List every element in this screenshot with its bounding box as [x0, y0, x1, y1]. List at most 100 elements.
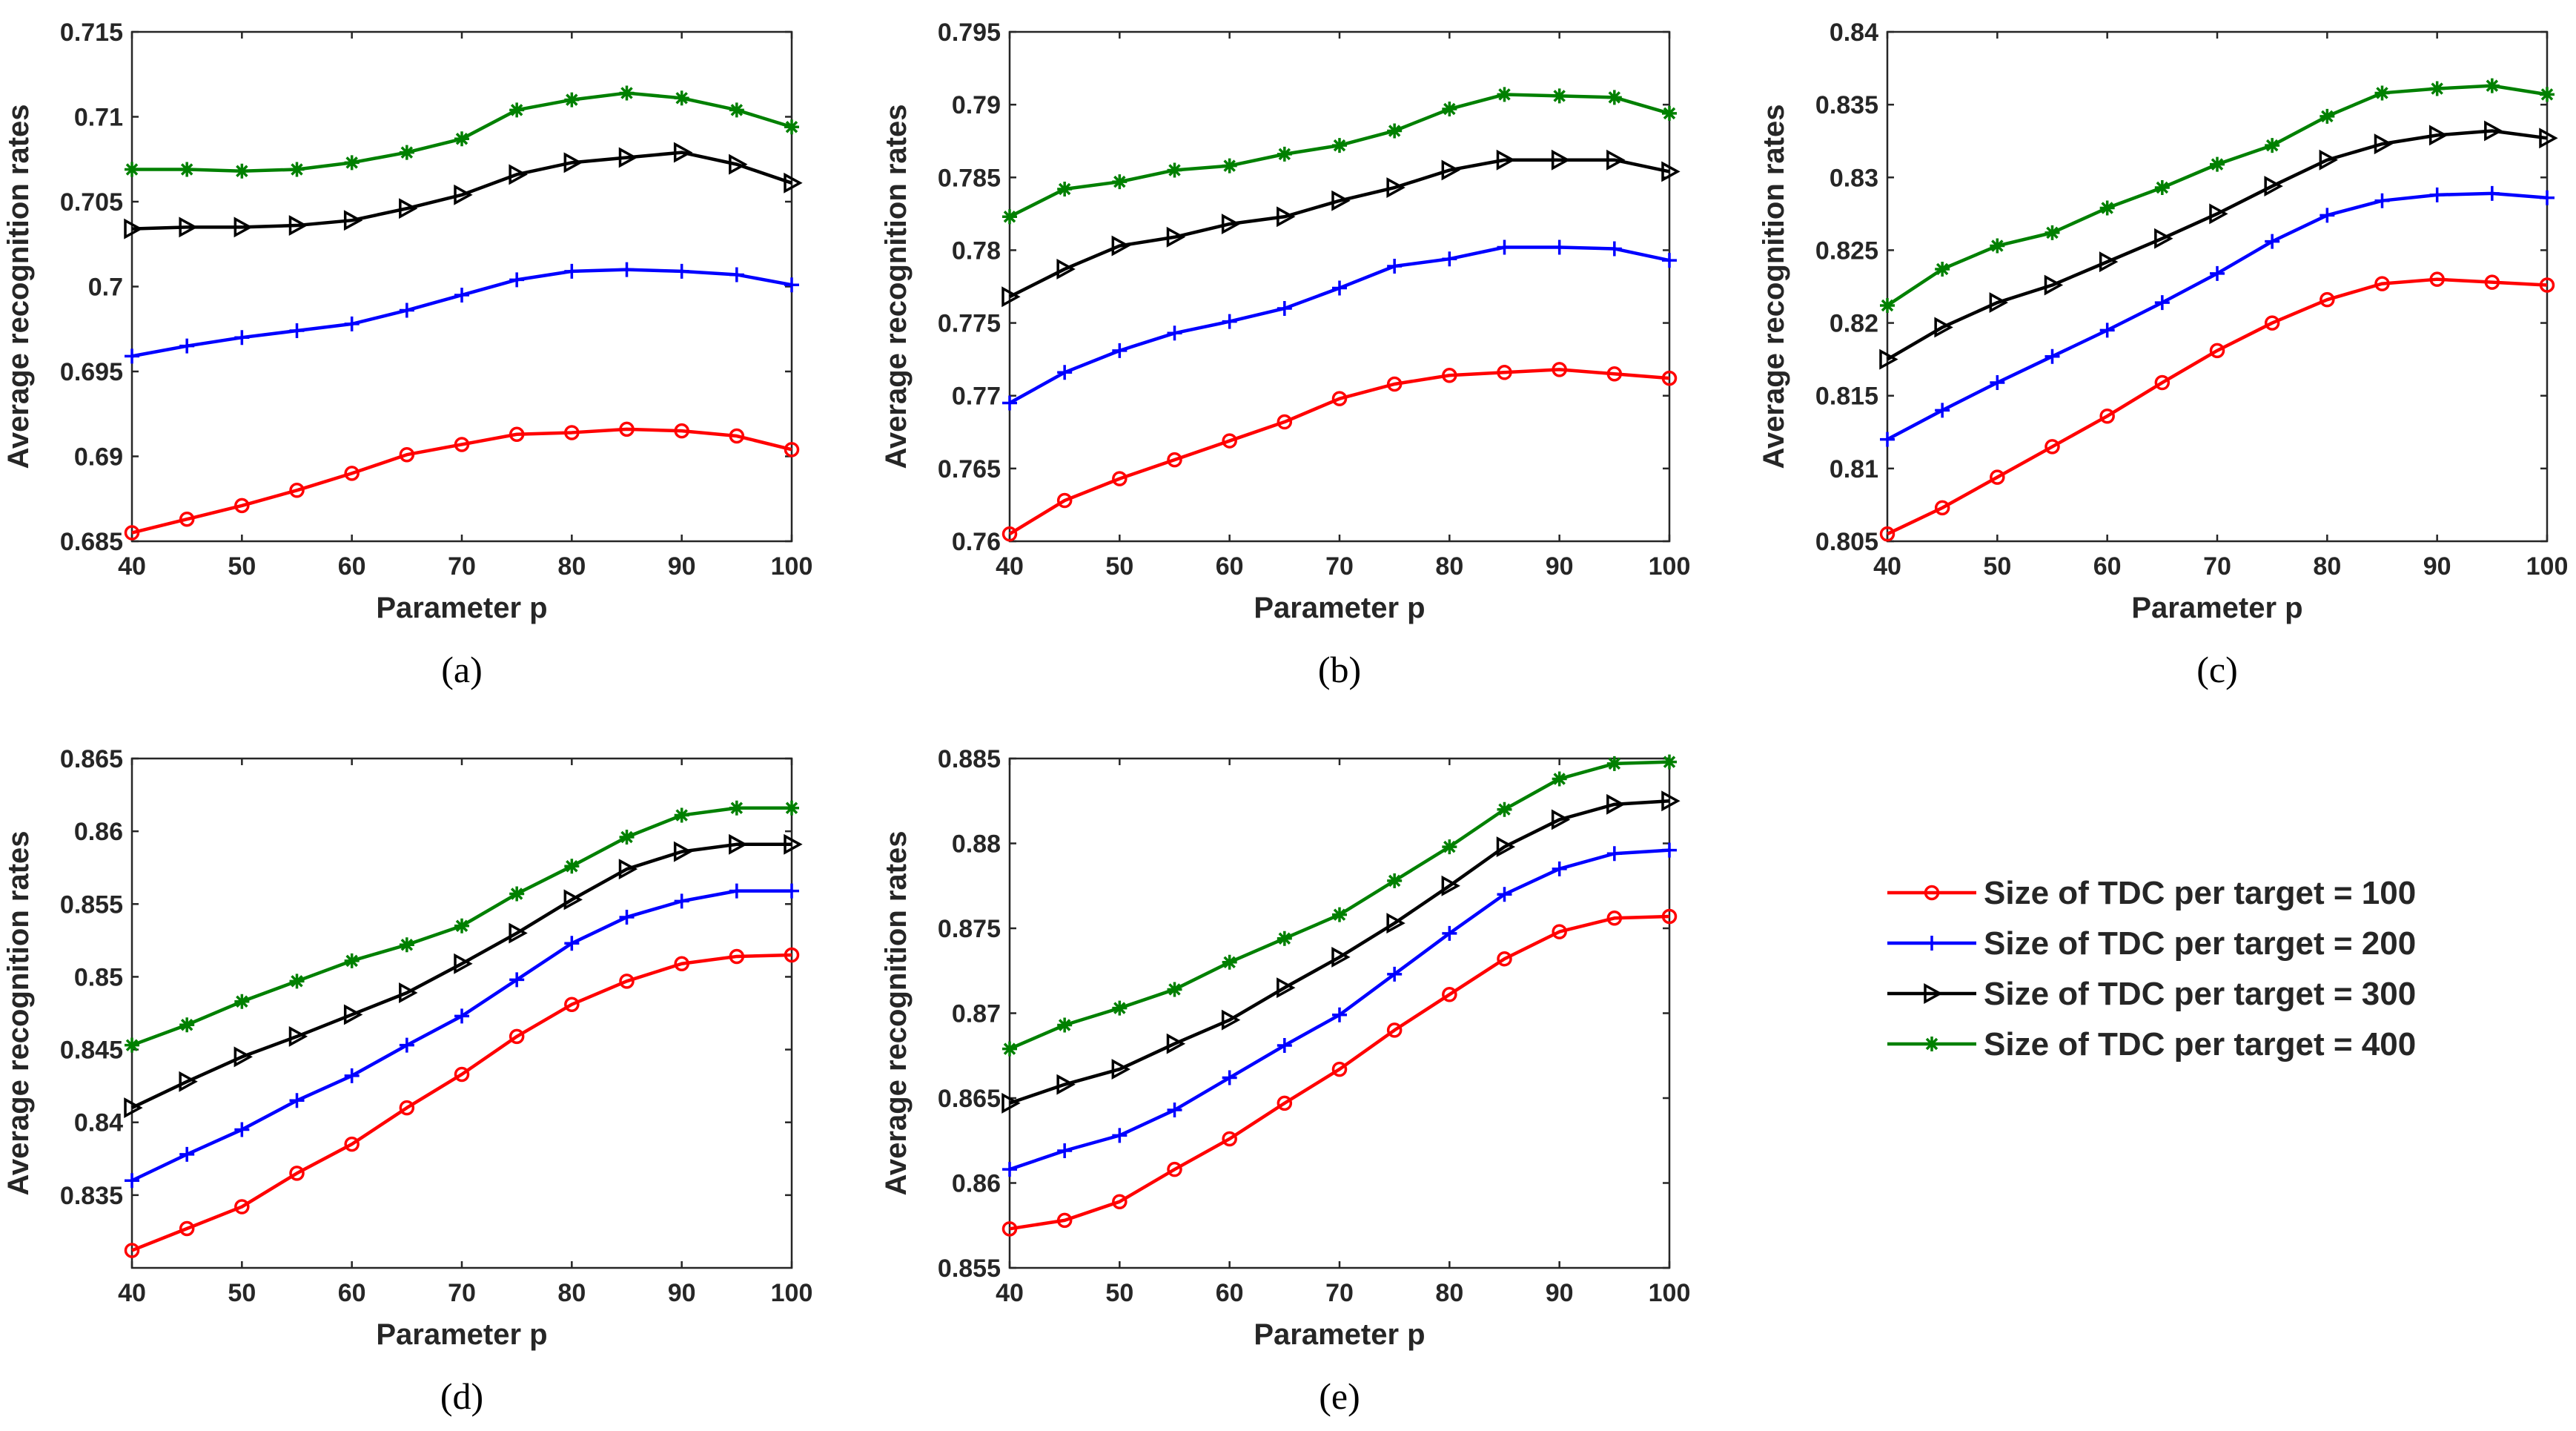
data-point-marker: [125, 1173, 139, 1189]
x-tick-label: 90: [668, 552, 696, 581]
series-3: [1001, 790, 1681, 1114]
x-tick-label: 60: [338, 552, 366, 581]
x-tick-label: 70: [448, 552, 476, 581]
x-tick-label: 80: [2313, 552, 2341, 581]
data-point-marker: [344, 316, 360, 331]
data-point-marker: [1442, 102, 1457, 117]
x-tick-label: 40: [996, 1279, 1024, 1307]
data-point-marker: [1497, 802, 1512, 817]
data-point-marker: [619, 974, 635, 989]
y-tick-label: 0.805: [1815, 528, 1878, 556]
data-point-marker: [2320, 208, 2335, 223]
y-tick-label: 0.825: [1815, 237, 1878, 265]
data-point-marker: [1222, 158, 1237, 173]
data-point-marker: [1552, 861, 1567, 876]
data-point-marker: [1167, 982, 1182, 997]
data-point-marker: [1934, 500, 1950, 516]
data-point-marker: [729, 800, 744, 816]
data-point-marker: [619, 829, 635, 845]
data-point-marker: [564, 92, 580, 108]
data-point-marker: [2210, 156, 2225, 172]
legend-label: Size of TDC per target = 100: [1984, 875, 2416, 911]
y-tick-label: 0.765: [938, 455, 1001, 483]
data-point-marker: [729, 102, 744, 118]
data-point-marker: [1934, 317, 1953, 338]
data-point-marker: [344, 466, 360, 481]
data-point-marker: [619, 262, 635, 277]
series-2: [125, 883, 799, 1189]
data-point-marker: [1552, 771, 1567, 787]
data-point-marker: [2484, 120, 2503, 142]
data-point-marker: [2374, 276, 2390, 291]
data-point-marker: [1001, 526, 1018, 542]
data-point-marker: [729, 428, 745, 444]
data-point-marker: [1002, 395, 1017, 411]
data-point-marker: [1441, 875, 1460, 896]
data-point-marker: [344, 1136, 360, 1152]
data-point-marker: [1056, 258, 1076, 280]
data-point-marker: [124, 1243, 140, 1258]
data-point-marker: [1935, 403, 1950, 418]
data-point-marker: [179, 1146, 195, 1162]
series-3: [124, 833, 803, 1119]
data-point-marker: [1277, 206, 1296, 228]
data-point-marker: [619, 909, 635, 925]
data-point-marker: [399, 446, 415, 463]
series-1: [124, 947, 800, 1258]
x-tick-label: 40: [996, 552, 1024, 581]
data-point-marker: [1606, 793, 1626, 815]
x-tick-label: 80: [1435, 552, 1463, 581]
data-point-marker: [124, 1097, 143, 1119]
x-tick-label: 50: [1105, 552, 1133, 581]
data-point-marker: [1662, 842, 1677, 858]
series-1: [1001, 362, 1678, 542]
data-point-marker: [784, 119, 799, 135]
y-tick-label: 0.87: [952, 1000, 1001, 1028]
y-tick-label: 0.885: [938, 745, 1001, 773]
panel-caption: (d): [440, 1375, 483, 1417]
data-point-marker: [1332, 138, 1347, 153]
data-point-marker: [1112, 1128, 1128, 1143]
legend-marker: [1924, 885, 1940, 901]
series-line: [131, 953, 792, 1252]
data-point-marker: [564, 936, 580, 951]
x-tick-label: 100: [771, 1279, 813, 1307]
series-3: [1001, 149, 1681, 308]
data-point-marker: [1057, 1143, 1073, 1158]
x-tick-label: 70: [2203, 552, 2231, 581]
legend-marker: [1924, 936, 1939, 951]
data-point-marker: [234, 498, 250, 514]
data-point-marker: [1879, 348, 1898, 370]
data-point-marker: [179, 162, 195, 177]
data-point-marker: [1606, 911, 1623, 926]
series-line: [131, 151, 792, 231]
data-point-marker: [1221, 1009, 1241, 1031]
y-tick-label: 0.81: [1830, 455, 1878, 483]
data-point-marker: [509, 102, 525, 118]
data-point-marker: [563, 889, 583, 911]
chart-panel-1: 40 50 60 70 80 90 100 0.685 0.69 0.695 0.7 0.705 0.7…: [2, 19, 812, 690]
data-point-marker: [784, 833, 803, 855]
data-point-marker: [289, 323, 305, 339]
x-tick-label: 50: [1105, 1279, 1133, 1307]
data-point-marker: [2265, 138, 2280, 153]
data-point-marker: [673, 142, 693, 163]
legend-label: Size of TDC per target = 300: [1984, 976, 2416, 1012]
data-point-marker: [1057, 181, 1073, 196]
data-point-marker: [1056, 492, 1073, 509]
data-point-marker: [784, 883, 799, 899]
y-tick-label: 0.835: [60, 1182, 123, 1210]
series-4: [1880, 78, 2555, 314]
data-point-marker: [729, 948, 745, 965]
data-point-marker: [1331, 190, 1351, 211]
x-tick-label: 40: [1873, 552, 1901, 581]
data-point-marker: [2044, 439, 2060, 455]
data-point-marker: [1606, 846, 1622, 862]
chart-panel-4: 40 50 60 70 80 90 100 0.835 0.84 0.845 0.85 0.855 0.…: [2, 745, 812, 1417]
data-point-marker: [234, 217, 253, 238]
data-point-marker: [289, 483, 305, 498]
data-point-marker: [179, 1017, 195, 1033]
data-point-marker: [2154, 180, 2170, 196]
data-point-marker: [509, 886, 525, 902]
panel-caption: (b): [1318, 649, 1361, 690]
